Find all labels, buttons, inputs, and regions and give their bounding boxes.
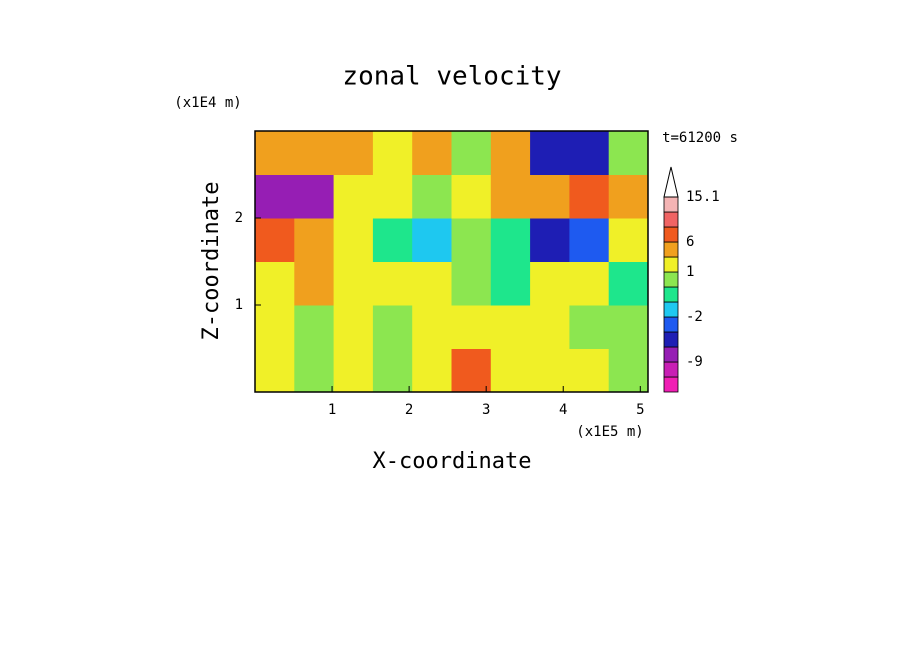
cell xyxy=(412,348,452,393)
cell xyxy=(255,218,295,262)
field xyxy=(255,131,649,393)
colorbar-box xyxy=(663,376,679,393)
cell xyxy=(333,131,374,175)
cell xyxy=(608,261,649,306)
colorbar-box xyxy=(663,301,679,318)
cell xyxy=(451,348,492,393)
cell xyxy=(412,261,452,306)
cell xyxy=(412,174,452,219)
colorbar-box xyxy=(663,361,679,378)
cell xyxy=(451,305,492,349)
cell xyxy=(255,174,295,219)
cell xyxy=(530,305,570,349)
time-label: t=61200 s xyxy=(662,130,738,146)
cell xyxy=(294,261,335,306)
cell xyxy=(490,131,531,175)
cell xyxy=(372,174,413,219)
cell xyxy=(490,261,531,306)
colorbar-label: -2 xyxy=(686,309,703,325)
cell xyxy=(372,131,413,175)
cell xyxy=(333,348,374,393)
colorbar-label: -9 xyxy=(686,354,703,370)
cell xyxy=(569,305,610,349)
cell xyxy=(530,174,570,219)
cell xyxy=(294,305,335,349)
colorbar-label: 15.1 xyxy=(686,189,720,205)
cell xyxy=(569,131,610,175)
cell xyxy=(530,261,570,306)
cell xyxy=(294,348,335,393)
cell xyxy=(530,218,570,262)
cell xyxy=(372,305,413,349)
colorbar-box xyxy=(663,316,679,333)
colorbar-box xyxy=(663,286,679,303)
x-tick-label: 4 xyxy=(559,402,567,418)
y-tick-label: 1 xyxy=(235,297,243,313)
cell xyxy=(255,131,295,175)
colorbar-box xyxy=(663,271,679,288)
plot-frame xyxy=(254,130,649,393)
cell xyxy=(333,218,374,262)
cell xyxy=(569,348,610,393)
cell xyxy=(490,218,531,262)
cell xyxy=(294,174,335,219)
cell xyxy=(372,348,413,393)
cell xyxy=(333,261,374,306)
cell xyxy=(530,348,570,393)
cell xyxy=(451,218,492,262)
cell xyxy=(412,218,452,262)
cell xyxy=(608,174,649,219)
cell xyxy=(255,348,295,393)
x-tick-label: 2 xyxy=(405,402,413,418)
cell xyxy=(569,218,610,262)
cell xyxy=(608,131,649,175)
cell xyxy=(608,305,649,349)
x-axis-title: X-coordinate xyxy=(373,449,532,474)
cell xyxy=(333,174,374,219)
x-tick-label: 1 xyxy=(328,402,336,418)
x-tick-label: 5 xyxy=(636,402,644,418)
cell xyxy=(412,305,452,349)
cell xyxy=(255,261,295,306)
cell xyxy=(372,218,413,262)
y-unit: (x1E4 m) xyxy=(174,95,241,111)
cell xyxy=(569,261,610,306)
cell xyxy=(294,218,335,262)
colorbar-box xyxy=(663,241,679,258)
cell xyxy=(490,174,531,219)
colorbar-box xyxy=(663,211,679,228)
colorbar-label: 1 xyxy=(686,264,694,280)
colorbar-box xyxy=(663,331,679,348)
cell xyxy=(451,261,492,306)
cell xyxy=(372,261,413,306)
cell xyxy=(294,131,335,175)
colorbar-box xyxy=(663,226,679,243)
cell xyxy=(412,131,452,175)
cell xyxy=(333,305,374,349)
colorbar-arrow xyxy=(663,166,679,198)
y-axis-title: Z-coordinate xyxy=(199,182,224,341)
cell xyxy=(569,174,610,219)
colorbar-box xyxy=(663,346,679,363)
cell xyxy=(255,305,295,349)
x-tick-label: 3 xyxy=(482,402,490,418)
x-unit: (x1E5 m) xyxy=(576,424,643,440)
cell xyxy=(451,131,492,175)
colorbar-box xyxy=(663,196,679,213)
cell xyxy=(530,131,570,175)
axes: 1 2 3 4 5 1 2 -9 -2 1 6 15.1 xyxy=(235,130,720,418)
cell xyxy=(451,174,492,219)
chart-title: zonal velocity xyxy=(342,62,561,92)
colorbar-label: 6 xyxy=(686,234,694,250)
cell xyxy=(608,218,649,262)
cell xyxy=(490,305,531,349)
cell xyxy=(608,348,649,393)
colorbar-box xyxy=(663,256,679,273)
y-tick-label: 2 xyxy=(235,210,243,226)
cell xyxy=(490,348,531,393)
